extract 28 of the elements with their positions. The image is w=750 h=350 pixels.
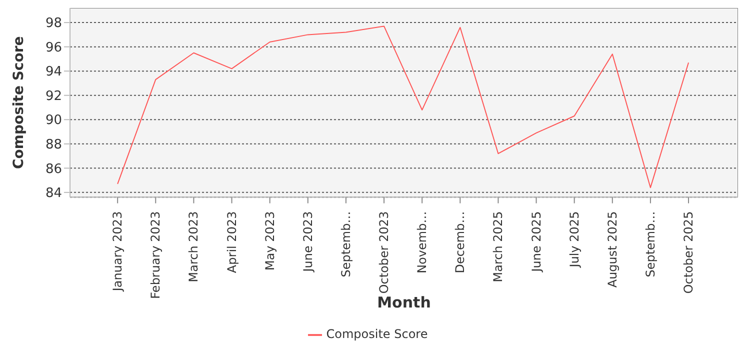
- y-tick-label: 88: [45, 138, 62, 153]
- y-axis-title: Composite Score: [10, 36, 27, 169]
- x-tick-label: Novemb…: [415, 211, 430, 274]
- y-tick-label: 92: [45, 88, 62, 104]
- x-axis-title: Month: [377, 293, 431, 312]
- x-tick-label: April 2023: [224, 211, 239, 274]
- x-tick-label: Septemb…: [643, 211, 658, 278]
- x-tick-label: June 2023: [300, 211, 315, 273]
- y-tick-label: 98: [45, 16, 62, 32]
- x-tick-label: May 2023: [262, 211, 277, 270]
- x-tick-label: July 2025: [567, 211, 582, 268]
- line-series: [117, 26, 690, 188]
- x-tick-label: October 2025: [682, 211, 696, 294]
- x-tick-label: March 2023: [186, 211, 201, 282]
- x-tick-label: February 2023: [148, 211, 163, 299]
- y-tick-label: 94: [45, 64, 62, 80]
- x-tick-label: January 2023: [110, 211, 125, 292]
- y-tick-label: 96: [45, 40, 62, 56]
- x-tick-label: March 2025: [491, 211, 506, 282]
- x-tick-label: October 2023: [377, 211, 392, 294]
- y-tick-label: 86: [45, 162, 62, 177]
- x-tick-label: Decemb…: [453, 211, 468, 274]
- x-tick-label: August 2025: [605, 211, 620, 288]
- x-tick-label: June 2025: [529, 211, 544, 273]
- y-tick-label: 84: [45, 186, 62, 202]
- legend-label: Composite Score: [326, 327, 428, 342]
- x-tick-label: Septemb…: [338, 211, 353, 278]
- y-tick-label: 90: [45, 113, 62, 128]
